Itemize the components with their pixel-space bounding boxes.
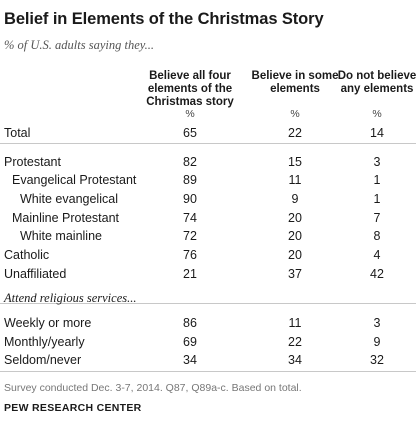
cell-value: 11 [288, 173, 302, 187]
cell-value: 89 [183, 173, 197, 187]
cell-value: 90 [183, 192, 197, 206]
cell-value: 34 [183, 353, 197, 367]
cell-value: 3 [373, 155, 381, 169]
cell-value: 9 [373, 335, 381, 349]
source-note: Survey conducted Dec. 3-7, 2014. Q87, Q8… [4, 382, 302, 394]
cell-value: 22 [288, 335, 302, 349]
cell-value: 22 [288, 126, 302, 140]
cell-value: 9 [291, 192, 299, 206]
cell-value: 8 [373, 229, 381, 243]
table-row: Evangelical Protestant 89 11 1 [0, 172, 416, 190]
table-row: White evangelical 90 9 1 [0, 191, 416, 209]
row-label: Weekly or more [4, 316, 92, 330]
row-label: Total [4, 126, 31, 140]
row-label: White evangelical [20, 192, 118, 206]
table-row: Mainline Protestant 74 20 7 [0, 210, 416, 228]
cell-value: 76 [183, 248, 197, 262]
column-header: Do not believe any elements [337, 70, 417, 95]
cell-value: 72 [183, 229, 197, 243]
table-row: Weekly or more 86 11 3 [0, 315, 416, 333]
divider-line [0, 371, 416, 372]
cell-value: 15 [288, 155, 302, 169]
cell-value: 20 [288, 248, 302, 262]
row-label: Monthly/yearly [4, 335, 85, 349]
table-row: Unaffiliated 21 37 42 [0, 266, 416, 284]
cell-value: 21 [183, 267, 197, 281]
cell-value: 32 [370, 353, 384, 367]
table-row: Total 65 22 14 [0, 125, 416, 143]
cell-value: 37 [288, 267, 302, 281]
brand-label: PEW RESEARCH CENTER [4, 402, 142, 414]
cell-value: 1 [373, 173, 381, 187]
section-label: Attend religious services... [4, 291, 137, 305]
column-unit: % [185, 108, 195, 120]
table-row: Monthly/yearly 69 22 9 [0, 334, 416, 352]
row-label: Protestant [4, 155, 61, 169]
cell-value: 7 [373, 211, 381, 225]
cell-value: 42 [370, 267, 384, 281]
cell-value: 74 [183, 211, 197, 225]
cell-value: 11 [288, 316, 302, 330]
chart-title: Belief in Elements of the Christmas Stor… [4, 10, 324, 28]
cell-value: 65 [183, 126, 197, 140]
column-header: Believe in some elements [251, 70, 339, 95]
row-label: Unaffiliated [4, 267, 67, 281]
column-unit: % [290, 108, 300, 120]
column-header: Believe all four elements of the Christmas… [146, 70, 234, 108]
cell-value: 20 [288, 211, 302, 225]
table-row: Seldom/never 34 34 32 [0, 352, 416, 370]
row-label: White mainline [20, 229, 102, 243]
row-label: Mainline Protestant [12, 211, 120, 225]
row-label: Catholic [4, 248, 50, 262]
cell-value: 1 [373, 192, 381, 206]
cell-value: 86 [183, 316, 197, 330]
divider-line [0, 303, 416, 304]
row-label: Seldom/never [4, 353, 82, 367]
cell-value: 34 [288, 353, 302, 367]
cell-value: 20 [288, 229, 302, 243]
column-unit: % [372, 108, 382, 120]
divider-line [0, 143, 416, 144]
cell-value: 4 [373, 248, 381, 262]
cell-value: 3 [373, 316, 381, 330]
cell-value: 69 [183, 335, 197, 349]
row-label: Evangelical Protestant [12, 173, 137, 187]
table-row: Catholic 76 20 4 [0, 247, 416, 265]
table-row: Protestant 82 15 3 [0, 154, 416, 172]
table-row: White mainline 72 20 8 [0, 228, 416, 246]
chart-subtitle: % of U.S. adults saying they... [4, 38, 154, 52]
cell-value: 82 [183, 155, 197, 169]
cell-value: 14 [370, 126, 384, 140]
